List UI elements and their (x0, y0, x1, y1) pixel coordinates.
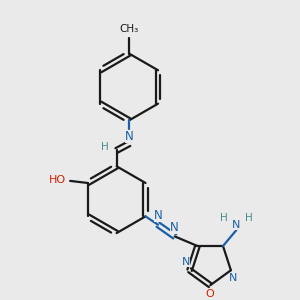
Text: N: N (125, 130, 134, 143)
Text: N: N (182, 257, 190, 267)
Text: H: H (220, 213, 228, 224)
Text: H: H (245, 213, 253, 224)
Text: H: H (101, 142, 109, 152)
Text: N: N (232, 220, 241, 230)
Text: CH₃: CH₃ (119, 23, 139, 34)
Text: N: N (154, 209, 162, 222)
Text: O: O (206, 289, 214, 298)
Text: N: N (229, 273, 238, 283)
Text: HO: HO (49, 176, 66, 185)
Text: N: N (170, 221, 179, 234)
